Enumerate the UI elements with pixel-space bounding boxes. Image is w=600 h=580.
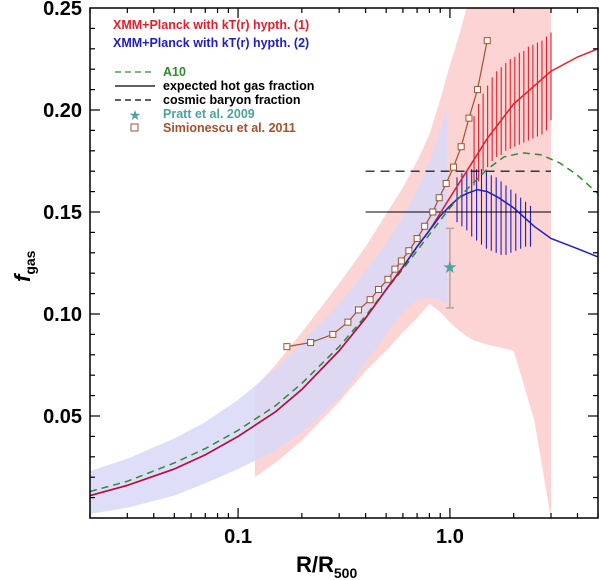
y-tick-label: 0.25 xyxy=(43,0,82,20)
legend: XMM+Planck with kT(r) hypth. (1) XMM+Plan… xyxy=(113,18,314,135)
xmm-planck-kt-r-hypth-2-line xyxy=(385,188,598,290)
simionescu-marker xyxy=(366,296,374,304)
pratt-star-marker: ★ xyxy=(442,258,457,277)
simionescu-marker xyxy=(429,208,437,216)
simionescu-marker xyxy=(283,343,291,351)
simionescu-marker xyxy=(397,257,405,265)
axis-tick-labels: 0.1 1.0 0.05 0.10 0.15 0.20 0.25 xyxy=(43,0,464,548)
pratt-legend-star: ★ xyxy=(129,107,142,123)
hypth-2-uncertainty-band xyxy=(90,108,448,514)
simionescu-marker xyxy=(435,194,443,202)
simionescu-marker xyxy=(374,286,382,294)
legend-label-a10: A10 xyxy=(163,65,186,79)
reference-lines xyxy=(365,170,552,213)
simionescu-marker xyxy=(329,330,337,338)
plot-frame xyxy=(89,7,599,519)
simionescu-marker xyxy=(354,306,362,314)
simionescu-marker xyxy=(391,265,399,273)
legend-label-hyp1: XMM+Planck with kT(r) hypth. (1) xyxy=(113,18,309,32)
y-tick-label: 0.05 xyxy=(43,406,82,428)
model-curves xyxy=(90,37,598,497)
y-axis-title: fgas xyxy=(10,250,38,282)
x-axis-title: R/R500 xyxy=(296,552,357,580)
observed-points: ★ xyxy=(442,227,458,309)
x-axis-title-sub: 500 xyxy=(334,565,358,580)
legend-label-expected: expected hot gas fraction xyxy=(163,79,314,93)
legend-label-simionescu: Simionescu et al. 2011 xyxy=(163,121,296,135)
legend-label-cosmic: cosmic baryon fraction xyxy=(163,93,301,107)
simionescu-marker xyxy=(413,235,421,243)
axis-ticks xyxy=(89,8,599,518)
y-tick-label: 0.10 xyxy=(43,304,82,326)
simionescu-marker xyxy=(421,222,429,230)
x-tick-label: 0.1 xyxy=(224,526,252,548)
simionescu-marker xyxy=(405,247,413,255)
simionescu-marker xyxy=(384,275,392,283)
y-tick-label: 0.20 xyxy=(43,100,82,122)
x-tick-label: 1.0 xyxy=(436,526,464,548)
legend-label-hyp2: XMM+Planck with kT(r) hypth. (2) xyxy=(113,36,309,50)
simionescu-legend-square xyxy=(130,123,139,132)
simionescu-marker xyxy=(442,179,450,187)
hypothesis-overlap-line xyxy=(90,266,404,497)
simionescu-marker xyxy=(483,37,491,45)
legend-label-pratt: Pratt et al. 2009 xyxy=(163,107,255,121)
simionescu-marker xyxy=(457,143,465,151)
hatched-errorbars xyxy=(456,32,552,255)
y-axis-title-sub: gas xyxy=(22,250,38,274)
simionescu-marker xyxy=(307,339,315,347)
simionescu-marker xyxy=(344,318,352,326)
y-axis-title-main: f xyxy=(10,272,35,282)
simionescu-marker xyxy=(465,114,473,122)
simionescu-marker xyxy=(474,86,482,94)
x-axis-title-main: R/R xyxy=(296,552,334,577)
y-tick-label: 0.15 xyxy=(43,202,82,224)
simionescu-marker xyxy=(450,163,458,171)
